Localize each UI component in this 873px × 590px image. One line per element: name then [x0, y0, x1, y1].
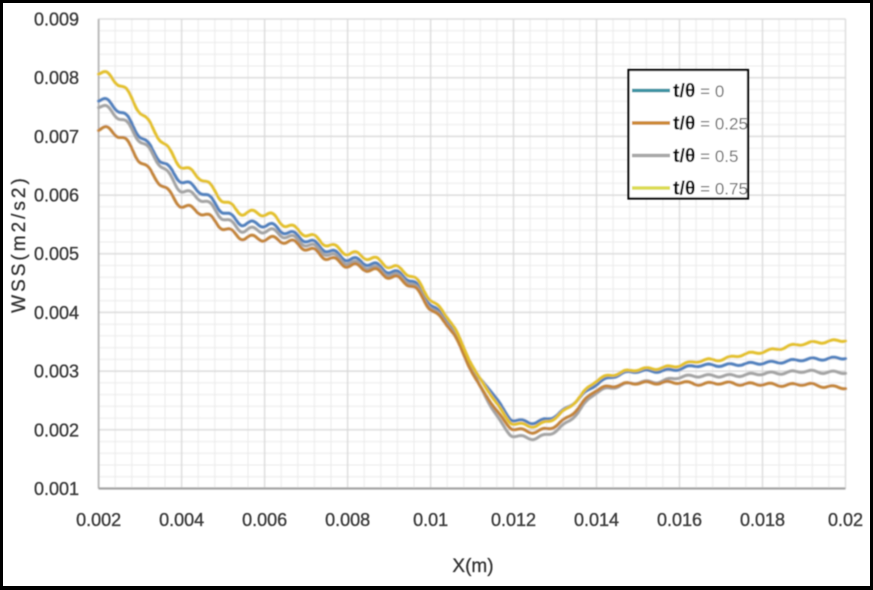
- svg-text:t/θ = 0: t/θ = 0: [673, 80, 724, 102]
- svg-text:WSS(m2/s2): WSS(m2/s2): [9, 175, 30, 313]
- svg-text:0.02: 0.02: [828, 510, 863, 530]
- svg-text:0.016: 0.016: [657, 510, 702, 530]
- svg-text:0.004: 0.004: [34, 303, 79, 323]
- svg-text:t/θ = 0.5: t/θ = 0.5: [673, 145, 738, 167]
- svg-text:t/θ = 0.25: t/θ = 0.25: [673, 113, 748, 135]
- svg-text:0.007: 0.007: [34, 127, 79, 147]
- svg-text:0.012: 0.012: [491, 510, 536, 530]
- svg-text:0.002: 0.002: [34, 420, 79, 440]
- svg-text:0.003: 0.003: [34, 362, 79, 382]
- svg-text:0.018: 0.018: [740, 510, 785, 530]
- svg-text:0.001: 0.001: [34, 479, 79, 499]
- svg-text:0.005: 0.005: [34, 244, 79, 264]
- svg-text:t/θ = 0.75: t/θ = 0.75: [673, 178, 748, 200]
- svg-text:0.008: 0.008: [325, 510, 370, 530]
- svg-text:0.008: 0.008: [34, 68, 79, 88]
- svg-text:0.009: 0.009: [34, 10, 79, 30]
- svg-text:0.004: 0.004: [159, 510, 204, 530]
- svg-text:0.002: 0.002: [76, 510, 121, 530]
- svg-text:X(m): X(m): [452, 556, 493, 577]
- svg-text:0.006: 0.006: [34, 186, 79, 206]
- svg-text:0.014: 0.014: [574, 510, 619, 530]
- svg-text:0.01: 0.01: [413, 510, 448, 530]
- svg-text:0.006: 0.006: [242, 510, 287, 530]
